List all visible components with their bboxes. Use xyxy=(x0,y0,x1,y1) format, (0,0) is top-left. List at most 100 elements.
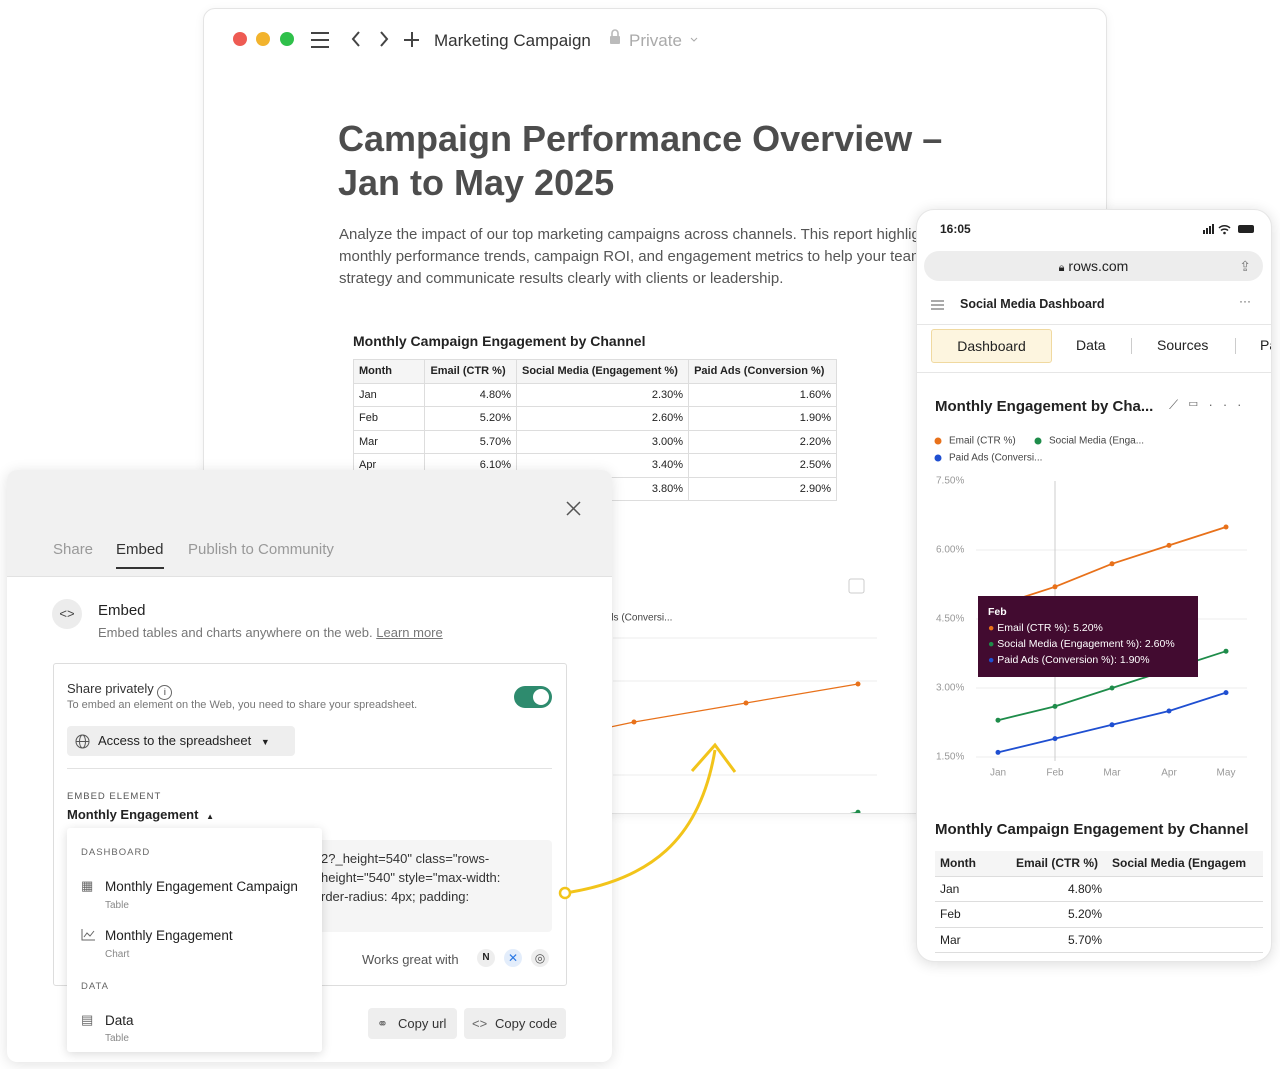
intro: Analyze the impact of our top marketing … xyxy=(339,224,923,290)
cell xyxy=(1107,901,1263,928)
min-dot[interactable] xyxy=(256,32,270,46)
copy-url-button[interactable]: Copy url ⚭ xyxy=(368,1008,457,1039)
tooltip-line: ● Paid Ads (Conversion %): 1.90% xyxy=(988,654,1150,666)
cell: 3.00% xyxy=(515,429,690,454)
code-box[interactable]: 2?_height=540" class="rows- height="540"… xyxy=(300,840,552,932)
header-row: Month Email (CTR %) Social Media (Engagem xyxy=(935,851,1263,877)
copy-code-button[interactable]: Copy code <> xyxy=(464,1008,566,1039)
works-with: Works great with xyxy=(362,952,459,967)
phone-table: Month Email (CTR %) Social Media (Engagem J… xyxy=(935,851,1263,953)
chart-actions[interactable]: ⟋▭··· xyxy=(1169,397,1252,412)
privacy[interactable]: Private xyxy=(629,31,682,50)
info-icon[interactable]: i xyxy=(157,685,173,700)
column-header: Month xyxy=(935,851,1011,877)
item-kind: Table xyxy=(105,900,129,911)
confluence-icon: ✕ xyxy=(504,949,522,967)
bg-chart-grid xyxy=(613,637,877,776)
tooltip: Feb ● Email (CTR %): 5.20% ● Social Medi… xyxy=(978,596,1198,677)
bg-chart-legend: ds (Conversi... xyxy=(608,613,672,624)
chart-icon[interactable] xyxy=(848,578,865,594)
point xyxy=(1166,708,1172,714)
table-title: Monthly Campaign Engagement by Channel xyxy=(935,821,1249,838)
item-name[interactable]: Monthly Engagement Campaign xyxy=(105,879,298,894)
page-title: Social Media Dashboard xyxy=(960,297,1105,311)
tab[interactable]: Publish to Community xyxy=(188,541,334,558)
panel-header xyxy=(7,470,612,577)
more[interactable]: ··· xyxy=(1239,294,1251,308)
cell: Mar xyxy=(352,429,426,454)
tab[interactable]: Pages xyxy=(1260,337,1271,353)
cell: 2.90% xyxy=(688,476,837,501)
data-icon: ▤ xyxy=(81,1012,94,1027)
tab[interactable]: Sources xyxy=(1157,337,1209,353)
learn-more[interactable]: Learn more xyxy=(376,625,443,640)
lock-shackle xyxy=(611,29,619,36)
tooltip-line: ● Social Media (Engagement %): 2.60% xyxy=(988,638,1175,650)
web-icon: ◎ xyxy=(531,949,549,967)
point xyxy=(1166,542,1172,548)
label: Copy code xyxy=(495,1016,558,1031)
share-privately: Share privately i xyxy=(67,681,173,700)
header-row: Month Email (CTR %) Social Media (Engageme… xyxy=(352,359,837,384)
y-tick-label: 6.00% xyxy=(936,545,964,556)
embed-title: Embed xyxy=(98,602,146,619)
table-icon: ▦ xyxy=(81,878,94,893)
point xyxy=(1223,524,1229,530)
tooltip-title: Feb xyxy=(988,606,1007,618)
share-note: To embed an element on the Web, you need… xyxy=(67,699,418,711)
row: Feb 5.20% xyxy=(935,901,1263,928)
item-name[interactable]: Data xyxy=(105,1013,134,1028)
divider xyxy=(917,372,1271,373)
cell: 2.60% xyxy=(515,406,690,431)
url-bar[interactable]: 🔒︎ rows.com ⇪ xyxy=(924,251,1263,281)
embed-panel: Share Embed Publish to Community <> Embe… xyxy=(7,470,612,1062)
cell xyxy=(1107,876,1263,902)
time: 16:05 xyxy=(940,222,971,236)
point xyxy=(1223,648,1229,654)
tab-active[interactable]: Dashboard xyxy=(931,329,1052,363)
close-icon[interactable] xyxy=(565,500,583,518)
column-header: Social Media (Engagement %) xyxy=(515,359,690,384)
label: Social Media (Engagement %): 2.60% xyxy=(997,638,1175,650)
embed-element-label: EMBED ELEMENT xyxy=(67,791,162,802)
x-tick-label: Feb xyxy=(1046,768,1064,779)
row: Mar 5.70% 3.00% 2.20% xyxy=(352,429,837,454)
description: Embed tables and charts anywhere on the … xyxy=(98,625,373,640)
label: Monthly Engagement xyxy=(67,807,199,822)
max-dot[interactable] xyxy=(280,32,294,46)
cell: 1.90% xyxy=(688,406,837,431)
column-header: Email (CTR %) xyxy=(1011,851,1107,877)
menu-icon[interactable] xyxy=(931,300,945,310)
cell: 4.80% xyxy=(1011,876,1107,902)
item-kind: Table xyxy=(105,1033,129,1044)
url: rows.com xyxy=(1068,258,1129,274)
row: Jan 4.80% xyxy=(935,876,1263,902)
cell: Jan xyxy=(935,876,1011,902)
access-button[interactable]: Access to the spreadsheet ▼ xyxy=(67,726,295,756)
label: Copy url xyxy=(398,1016,447,1031)
legend-dot xyxy=(934,454,942,462)
phone: 16:05 🔒︎ rows.com ⇪ Social Media Dashboar… xyxy=(916,209,1272,962)
tab[interactable]: Share xyxy=(53,541,94,558)
divider xyxy=(67,768,552,769)
tab-active[interactable]: Embed xyxy=(116,541,164,569)
label: Paid Ads (Conversion %): 1.90% xyxy=(997,654,1150,666)
label: Email (CTR %): 5.20% xyxy=(997,622,1103,634)
tab[interactable]: Data xyxy=(1076,337,1106,353)
close-dot[interactable] xyxy=(233,32,247,46)
cell: Feb xyxy=(352,406,426,431)
cell: Jan xyxy=(352,382,426,407)
x-tick-label: Apr xyxy=(1161,768,1177,779)
caret xyxy=(690,37,698,42)
phone-chart: 1.50% 3.00% 4.50% 6.00% 7.50% Jan Feb Mar Apr May… xyxy=(934,436,1247,779)
point xyxy=(1109,561,1115,567)
toggle[interactable] xyxy=(514,686,552,708)
item-name[interactable]: Monthly Engagement xyxy=(105,928,233,943)
point xyxy=(995,749,1001,755)
intro-line: strategy and communicate results clearly… xyxy=(339,270,784,287)
window-title: Marketing Campaign xyxy=(434,31,591,50)
embed-element[interactable]: Monthly Engagement ▲ xyxy=(67,807,214,822)
legend-label: Social Media (Enga... xyxy=(1049,436,1144,447)
code-line: 2?_height=540" class="rows- xyxy=(321,851,490,866)
row: Feb 5.20% 2.60% 1.90% xyxy=(352,406,837,431)
